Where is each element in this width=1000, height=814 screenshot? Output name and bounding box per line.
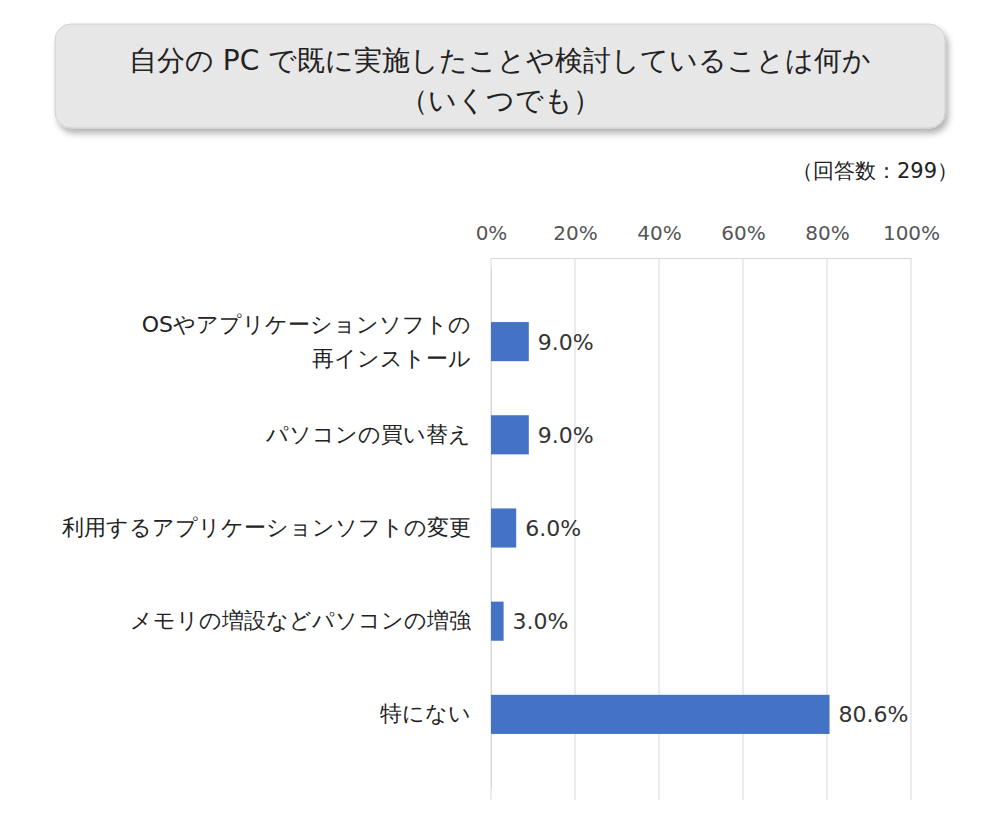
grid-line — [911, 258, 912, 800]
data-label: 80.6% — [839, 702, 909, 727]
y-tick: 特にない — [380, 701, 491, 726]
y-tick-label-line: 特にない — [380, 701, 471, 726]
y-tick-label-line: パソコンの買い替え — [265, 422, 471, 447]
x-tick-label: 40% — [637, 221, 681, 245]
y-axis: OSやアプリケーションソフトの再インストールパソコンの買い替え利用するアプリケー… — [62, 269, 492, 789]
data-label: 3.0% — [513, 609, 569, 634]
data-label: 6.0% — [525, 516, 581, 541]
data-label: 9.0% — [538, 330, 594, 355]
data-label: 9.0% — [538, 423, 594, 448]
bar — [491, 322, 529, 361]
title-box — [55, 24, 945, 128]
grid — [491, 258, 911, 800]
y-tick: OSやアプリケーションソフトの再インストール — [142, 312, 491, 371]
y-tick: メモリの増設などパソコンの増強 — [130, 608, 491, 633]
y-tick-label: OSやアプリケーションソフトの再インストール — [142, 312, 471, 371]
x-tick: 40% — [637, 221, 681, 258]
subtitle: （いくつでも） — [400, 84, 601, 117]
bar — [491, 695, 830, 734]
x-tick: 20% — [553, 221, 597, 258]
x-axis-line — [492, 258, 912, 259]
y-tick-label: 利用するアプリケーションソフトの変更 — [62, 515, 471, 540]
x-tick: 0% — [476, 221, 508, 258]
title: 自分の PC で既に実施したことや検討していることは何か — [129, 44, 871, 77]
y-tick-label-line: OSやアプリケーションソフトの — [142, 312, 471, 337]
x-tick: 80% — [805, 221, 849, 258]
y-tick: パソコンの買い替え — [265, 422, 491, 447]
chart: 自分の PC で既に実施したことや検討していることは何か （いくつでも） （回答数：… — [0, 0, 1000, 814]
x-tick-label: 20% — [553, 221, 597, 245]
y-tick-label: メモリの増設などパソコンの増強 — [130, 608, 471, 633]
y-tick-label-line: 利用するアプリケーションソフトの変更 — [62, 515, 471, 540]
bars — [491, 322, 830, 734]
y-tick-label: パソコンの買い替え — [265, 422, 471, 447]
data-labels: 9.0% 9.0% 6.0% 3.0% 80.6% — [513, 330, 909, 728]
x-tick-label: 80% — [805, 221, 849, 245]
y-tick-label-line: 再インストール — [312, 346, 471, 371]
bar — [491, 415, 529, 454]
x-tick-label: 100% — [883, 221, 940, 245]
x-axis: 0% 20% 40% 60% 80% 100% — [476, 221, 940, 259]
x-tick-label: 60% — [721, 221, 765, 245]
y-tick: 利用するアプリケーションソフトの変更 — [62, 515, 491, 540]
x-tick: 60% — [721, 221, 765, 258]
x-tick: 100% — [883, 221, 940, 258]
y-tick-label-line: メモリの増設などパソコンの増強 — [130, 608, 471, 633]
y-tick-label: 特にない — [380, 701, 471, 726]
annotation: （回答数：299） — [792, 159, 958, 183]
x-tick-label: 0% — [476, 221, 508, 245]
bar — [491, 602, 504, 641]
bar — [491, 508, 516, 547]
